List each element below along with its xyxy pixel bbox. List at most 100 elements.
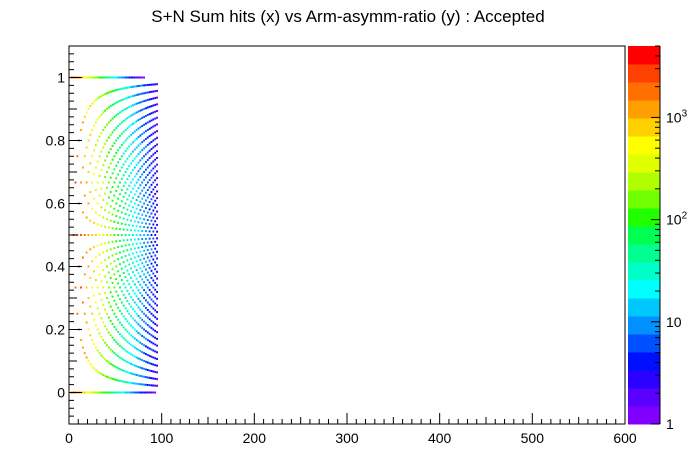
heatmap-cell — [141, 141, 144, 144]
heatmap-cell — [137, 297, 140, 300]
heatmap-cell — [139, 250, 142, 253]
heatmap-cell — [76, 155, 79, 158]
heatmap-cell — [128, 273, 131, 276]
heatmap-cell — [139, 151, 142, 154]
heatmap-cell — [143, 226, 145, 229]
heatmap-cell — [117, 197, 120, 200]
heatmap-cell — [119, 344, 121, 347]
heatmap-cell — [120, 279, 123, 281]
heatmap-cell — [120, 267, 123, 270]
heatmap-cell — [89, 105, 92, 108]
heatmap-cell — [139, 341, 142, 344]
heatmap-cell — [124, 213, 127, 215]
heatmap-cell — [122, 380, 125, 383]
heatmap-cell — [102, 286, 105, 289]
heatmap-cell — [148, 157, 151, 160]
heatmap-cell — [143, 328, 145, 331]
heatmap-cell — [156, 257, 158, 260]
z-tick-label: 102 — [666, 211, 688, 228]
heatmap-cell — [93, 391, 95, 394]
heatmap-cell — [102, 356, 105, 359]
heatmap-cell — [81, 391, 84, 394]
heatmap-cell — [120, 346, 123, 349]
heatmap-cell — [139, 159, 142, 162]
heatmap-cell — [143, 202, 145, 205]
heatmap-cell — [146, 219, 149, 221]
heatmap-cell — [152, 146, 155, 149]
heatmap-cell — [111, 309, 114, 312]
heatmap-cell — [141, 221, 144, 224]
heatmap-cell — [150, 226, 153, 229]
heatmap-cell — [135, 120, 138, 123]
heatmap-cell — [93, 76, 95, 79]
heatmap-cell — [154, 316, 157, 319]
heatmap-cell — [128, 352, 131, 355]
heatmap-cell — [100, 298, 103, 301]
heatmap-cell — [104, 275, 107, 278]
heatmap-cell — [141, 92, 144, 95]
heatmap-cell — [143, 336, 145, 339]
heatmap-cell — [126, 320, 129, 323]
heatmap-cell — [104, 242, 107, 245]
heatmap-cell — [130, 372, 133, 375]
heatmap-cell — [122, 76, 125, 79]
heatmap-cell — [156, 244, 158, 247]
heatmap-cell — [156, 344, 158, 347]
heatmap-cell — [126, 218, 129, 221]
heatmap-cell — [83, 312, 86, 315]
heatmap-cell — [107, 151, 110, 154]
heatmap-cell — [115, 152, 118, 155]
heatmap-cell — [154, 329, 157, 332]
heatmap-cell — [139, 308, 142, 311]
heatmap-cell — [150, 255, 153, 258]
heatmap-cell — [148, 325, 151, 328]
heatmap-cell — [137, 221, 140, 224]
heatmap-cell — [130, 152, 133, 155]
heatmap-cell — [115, 252, 118, 255]
y-axis: 0 0.2 0.4 0.6 0.8 1 — [46, 45, 82, 425]
heatmap-cell — [135, 207, 138, 210]
heatmap-cell — [126, 269, 129, 272]
heatmap-cell — [120, 357, 123, 360]
heatmap-cell — [135, 251, 138, 254]
heatmap-cell — [139, 258, 142, 261]
heatmap-cell — [106, 297, 108, 299]
heatmap-cell — [115, 278, 118, 281]
heatmap-cell — [124, 181, 127, 184]
heatmap-cell — [130, 162, 133, 165]
heatmap-cell — [135, 365, 138, 368]
heatmap-cell — [107, 181, 110, 184]
heatmap-cell — [106, 312, 108, 315]
heatmap-cell — [152, 125, 155, 128]
heatmap-cell — [141, 84, 144, 87]
heatmap-cell — [156, 103, 158, 106]
heatmap-cell — [150, 305, 153, 308]
heatmap-cell — [152, 328, 155, 331]
x-tick-label: 500 — [521, 430, 545, 446]
heatmap-cell — [141, 173, 144, 176]
heatmap-cell — [144, 253, 147, 256]
heatmap-cell — [100, 261, 103, 264]
heatmap-cell — [130, 181, 133, 184]
palette-swatch — [628, 244, 660, 263]
heatmap-cell — [133, 301, 136, 304]
heatmap-cell — [152, 251, 155, 254]
heatmap-cell — [156, 89, 158, 92]
heatmap-cell — [135, 155, 138, 158]
heatmap-cell — [109, 162, 112, 165]
heatmap-cell — [154, 370, 157, 373]
heatmap-cell — [115, 227, 118, 230]
heatmap-cell — [130, 353, 133, 356]
heatmap-cell — [133, 166, 136, 169]
heatmap-cell — [91, 181, 94, 184]
heatmap-cell — [93, 294, 95, 297]
heatmap-cell — [106, 375, 108, 378]
heatmap-cell — [144, 214, 147, 217]
heatmap-cell — [130, 267, 133, 270]
heatmap-cell — [126, 137, 129, 140]
heatmap-cell — [106, 281, 108, 284]
heatmap-cell — [154, 240, 157, 243]
heatmap-cell — [156, 384, 158, 387]
heatmap-cell — [137, 365, 140, 368]
heatmap-cell — [102, 251, 105, 254]
